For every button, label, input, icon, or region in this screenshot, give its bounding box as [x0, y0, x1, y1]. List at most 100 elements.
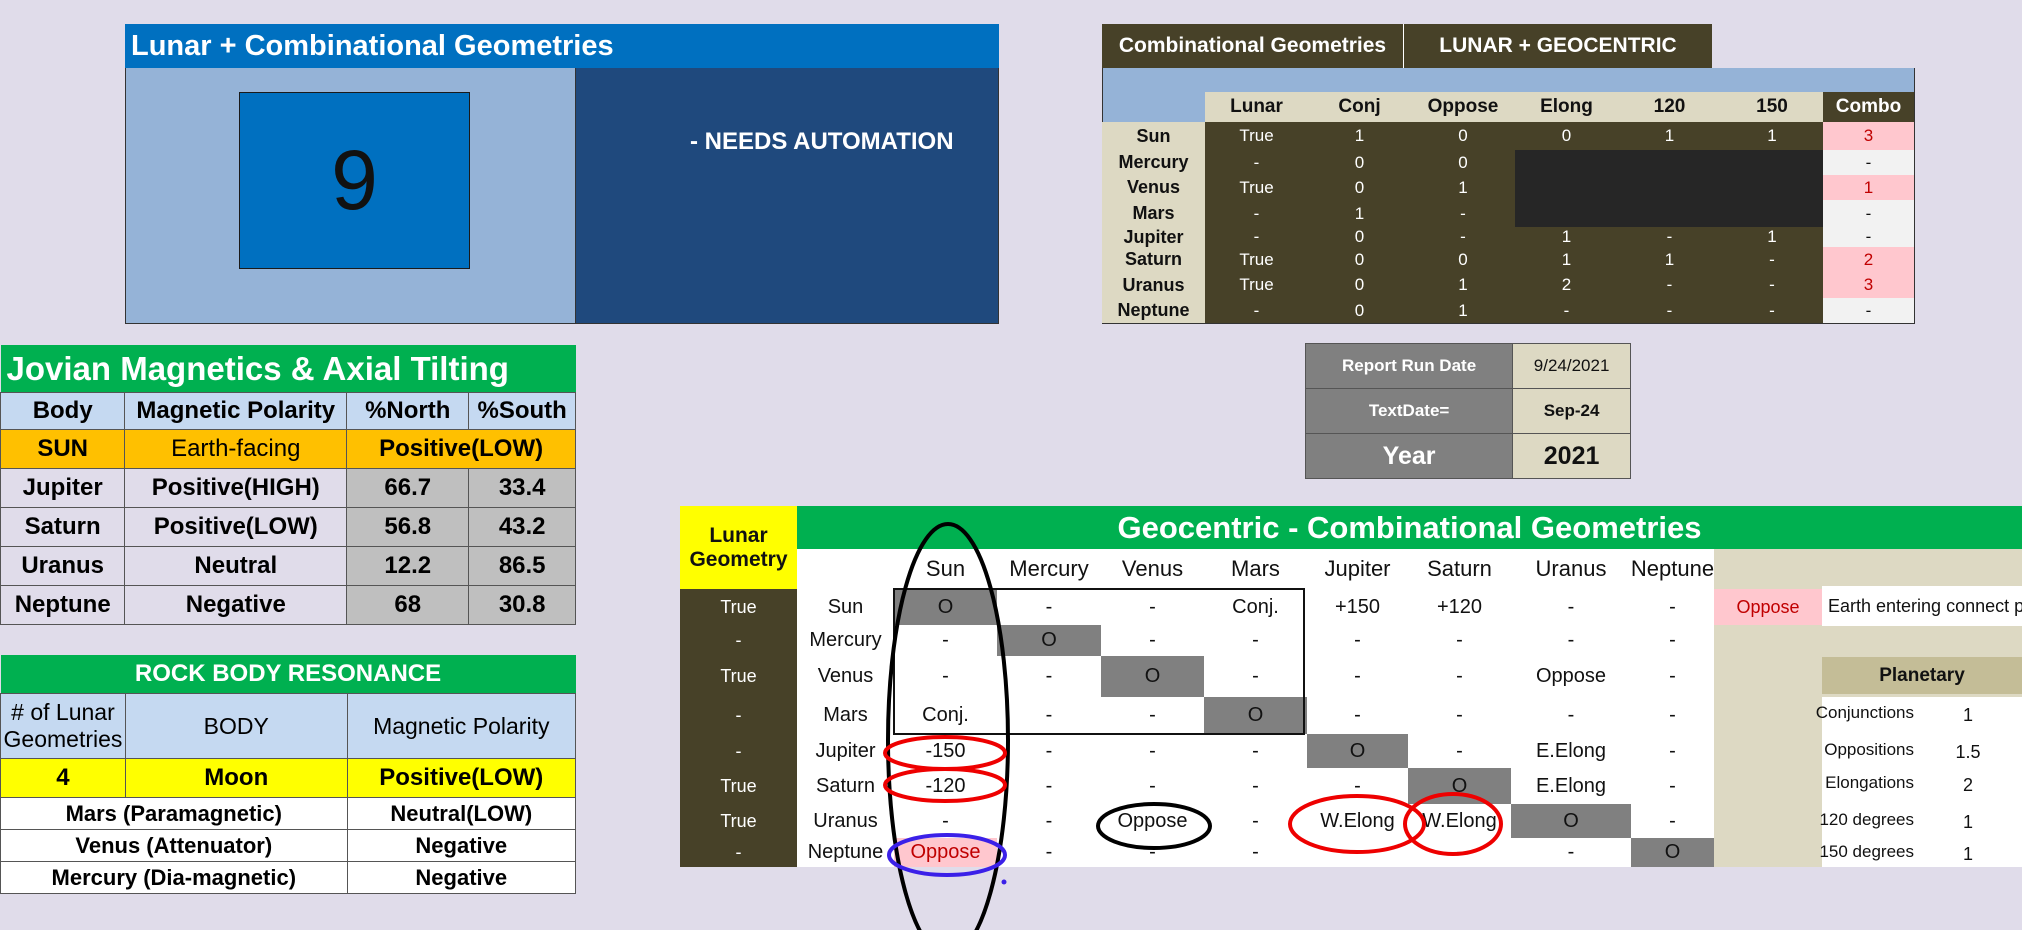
geo-cell: - [1456, 704, 1463, 726]
lunar-panel-right [576, 68, 999, 324]
jovian-row-polarity: Neutral [124, 546, 348, 586]
geo-side-note-cell [1822, 586, 2022, 626]
combo-cell: 1 [1458, 300, 1468, 320]
geo-cell: O [1451, 774, 1468, 797]
combo-cell: 0 [1561, 126, 1572, 145]
combo-total-cell: 2 [1823, 247, 1914, 272]
geo-cell: -150 [925, 739, 966, 762]
geo-cell: - [1252, 629, 1259, 651]
jovian-header-body: Body [0, 392, 126, 430]
combo-cell: True [1239, 249, 1274, 269]
geo-cell: - [1567, 595, 1575, 618]
planetary-values-area [1822, 697, 2022, 867]
annotation-dot [1001, 879, 1007, 885]
geo-cell: W.Elong [1320, 809, 1395, 832]
jovian-sun-body: SUN [0, 429, 126, 469]
combo-cell: True [1239, 126, 1274, 145]
geo-lunar-cell: True [720, 596, 757, 617]
combo-row-label: Sun [1136, 125, 1171, 146]
jovian-sun-value: Positive(LOW) [346, 429, 576, 469]
geo-lunar-geometry-label: Lunar Geometry [680, 506, 797, 589]
combo-total-cell: 3 [1823, 272, 1914, 298]
combo-cell [1618, 150, 1721, 175]
geo-lunar-cell: True [720, 810, 757, 831]
combo-cell: 0 [1458, 126, 1468, 145]
geo-cell: - [1669, 774, 1676, 797]
jovian-row-body: Neptune [0, 585, 126, 625]
combo-column-lunar: Lunar [1230, 96, 1283, 117]
rock-header-polarity: Magnetic Polarity [346, 693, 577, 759]
combo-cell: 1 [1458, 275, 1468, 294]
geo-lunar-column [680, 589, 797, 867]
geo-row-label: Uranus [813, 809, 878, 832]
geo-cell: - [1456, 841, 1463, 863]
combo-total-cell: - [1865, 300, 1872, 320]
planetary-elongations-value: 2 [1962, 774, 1973, 795]
geo-cell: E.Elong [1535, 739, 1607, 762]
combo-cell [1515, 150, 1618, 175]
combo-cell: 1 [1767, 126, 1777, 145]
jovian-header-polarity: Magnetic Polarity [124, 392, 348, 430]
combo-total-cell: 1 [1823, 175, 1914, 200]
planetary-conjunctions-label: Conjunctions [1815, 703, 1914, 722]
combo-cell: 0 [1354, 300, 1365, 320]
combo-cell: - [1563, 300, 1570, 320]
combo-header-left: Combinational Geometries [1102, 24, 1404, 68]
planetary-conjunctions-value: 1 [1962, 704, 1973, 725]
geo-cell: O [1664, 841, 1681, 863]
rock-body-table: ROCK BODY RESONANCE # of Lunar Geometrie… [0, 655, 577, 894]
geo-cell: - [1252, 739, 1259, 762]
geo-cell: Oppose [1535, 665, 1607, 687]
jovian-row-north: 56.8 [346, 507, 470, 547]
rock-row-body: Venus (Attenuator) [0, 829, 348, 862]
combo-cell: 1 [1767, 227, 1777, 246]
geo-side-oppose: Oppose [1714, 589, 1822, 625]
geo-cell: - [1149, 841, 1156, 863]
combo-column-conj: Conj [1338, 96, 1381, 117]
rock-header-count: # of Lunar Geometries [0, 693, 126, 759]
combo-cell [1515, 175, 1618, 200]
planetary-title: Planetary [1822, 657, 2022, 694]
combo-column-150: 150 [1756, 96, 1788, 117]
jovian-header-south: %South [468, 392, 576, 430]
geo-cell: - [1149, 739, 1156, 762]
rock-row-polarity: Negative [346, 829, 577, 862]
combo-column-elong: Elong [1540, 96, 1593, 117]
geo-cell: - [1045, 739, 1053, 762]
geo-cell: Conj. [922, 704, 969, 726]
jovian-row-body: Jupiter [0, 468, 126, 508]
geo-cell: - [1252, 774, 1259, 797]
geo-column-neptune: Neptune [1630, 556, 1715, 581]
jovian-row-south: 86.5 [468, 546, 576, 586]
geo-cell: - [1669, 809, 1676, 832]
combo-total-cell: - [1865, 152, 1872, 172]
geo-cell: - [1045, 704, 1053, 726]
geo-cell: - [1045, 665, 1053, 687]
geo-row-label: Jupiter [815, 739, 876, 762]
geo-cell: O [1349, 739, 1366, 762]
combo-cell: 0 [1354, 177, 1365, 197]
rock-row-polarity: Negative [346, 861, 577, 894]
report-textdate-label: TextDate= [1304, 388, 1514, 434]
geo-cell: - [1354, 629, 1361, 651]
geo-cell: - [1149, 629, 1156, 651]
combo-cell: 0 [1354, 249, 1365, 269]
geo-lunar-cell: - [735, 705, 742, 725]
combo-header-right: LUNAR + GEOCENTRIC [1404, 24, 1712, 68]
geo-row-label: Sun [827, 595, 864, 618]
geo-cell: -120 [925, 774, 966, 797]
jovian-row-north: 68 [346, 585, 470, 625]
geo-cell: - [1669, 704, 1676, 726]
combo-cell: - [1253, 152, 1260, 172]
geo-cell: Oppose [894, 838, 997, 867]
geo-cell: - [1354, 665, 1361, 687]
geo-cell: Conj. [1232, 595, 1279, 618]
combo-cell [1618, 175, 1721, 200]
jovian-sun-polarity: Earth-facing [124, 429, 348, 469]
combo-cell: 0 [1354, 227, 1365, 246]
geo-column-sun: Sun [925, 556, 966, 581]
geo-title: Geocentric - Combinational Geometries [797, 506, 2022, 549]
combo-column-header-band [1205, 92, 1823, 122]
geo-cell: - [1252, 841, 1259, 863]
combo-cell: 1 [1664, 249, 1675, 269]
